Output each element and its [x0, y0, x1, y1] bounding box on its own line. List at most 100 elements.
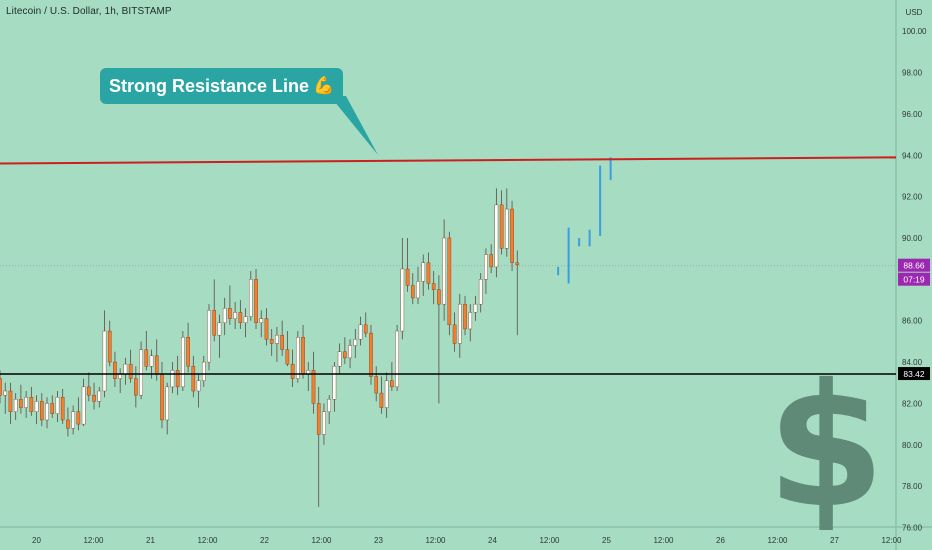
candle-body[interactable]: [45, 403, 49, 421]
candle-body[interactable]: [228, 308, 232, 319]
candle-body[interactable]: [290, 363, 295, 379]
candle-body[interactable]: [149, 355, 154, 367]
candle-body[interactable]: [92, 394, 96, 402]
candle-body[interactable]: [494, 204, 499, 268]
candle-body[interactable]: [118, 374, 122, 379]
candle-body[interactable]: [316, 403, 321, 435]
candle-body[interactable]: [238, 312, 243, 323]
candle-body[interactable]: [123, 363, 128, 375]
candle-body[interactable]: [107, 330, 112, 363]
candle-body[interactable]: [13, 399, 18, 412]
candle-body[interactable]: [463, 303, 467, 330]
candle-body[interactable]: [447, 237, 452, 326]
candle-body[interactable]: [269, 339, 274, 344]
candle-body[interactable]: [71, 411, 75, 429]
candle-body[interactable]: [431, 283, 436, 290]
candle-body[interactable]: [102, 330, 107, 392]
candle-body[interactable]: [186, 337, 190, 367]
candle-body[interactable]: [473, 303, 478, 313]
candle-body[interactable]: [499, 204, 504, 249]
candle-body[interactable]: [40, 401, 44, 421]
candle-body[interactable]: [296, 337, 300, 379]
candle-body[interactable]: [442, 237, 446, 305]
candle-body[interactable]: [154, 355, 159, 375]
candle-body[interactable]: [175, 370, 180, 388]
resistance-line[interactable]: [0, 156, 897, 165]
candle-body[interactable]: [421, 262, 426, 282]
candle-body[interactable]: [34, 401, 39, 412]
candle-body[interactable]: [196, 380, 201, 392]
candle-body[interactable]: [390, 380, 394, 388]
candle-body[interactable]: [405, 268, 410, 286]
candle-body[interactable]: [128, 363, 133, 379]
candle-body[interactable]: [311, 370, 316, 404]
candle-body[interactable]: [416, 281, 420, 299]
candle-body[interactable]: [87, 386, 91, 396]
candle-body[interactable]: [76, 411, 81, 425]
candle-body[interactable]: [160, 374, 164, 421]
candle-body[interactable]: [363, 324, 368, 334]
candle-body[interactable]: [8, 390, 13, 412]
candle-body[interactable]: [452, 324, 457, 344]
candle-body[interactable]: [3, 390, 8, 396]
candle-body[interactable]: [327, 399, 331, 412]
candle-body[interactable]: [426, 262, 431, 284]
candle-body[interactable]: [322, 411, 326, 435]
candle-body[interactable]: [484, 254, 488, 280]
candle-body[interactable]: [170, 370, 175, 388]
candle-body[interactable]: [24, 397, 28, 408]
candle-body[interactable]: [217, 322, 222, 336]
candle-body[interactable]: [233, 312, 237, 319]
candle-body[interactable]: [81, 386, 86, 425]
candle-body[interactable]: [458, 303, 462, 344]
candle-body[interactable]: [139, 349, 143, 396]
candle-body[interactable]: [181, 337, 185, 388]
candle-body[interactable]: [201, 361, 206, 381]
candle-body[interactable]: [379, 392, 384, 408]
candle-body[interactable]: [369, 332, 373, 377]
candle-body[interactable]: [254, 279, 258, 323]
candle-body[interactable]: [478, 279, 483, 305]
candle-body[interactable]: [285, 349, 290, 365]
candle-body[interactable]: [343, 351, 347, 359]
candle-body[interactable]: [259, 318, 264, 323]
candle-body[interactable]: [384, 380, 389, 408]
candle-body[interactable]: [515, 262, 520, 266]
candle-body[interactable]: [207, 310, 211, 363]
candle-body[interactable]: [55, 397, 60, 414]
candle-body[interactable]: [337, 351, 342, 367]
candle-body[interactable]: [437, 289, 441, 305]
candle-body[interactable]: [144, 349, 149, 367]
candle-body[interactable]: [468, 312, 473, 330]
candle-body[interactable]: [301, 337, 305, 375]
candle-body[interactable]: [505, 208, 509, 249]
candle-body[interactable]: [275, 334, 279, 344]
candle-body[interactable]: [97, 390, 102, 402]
candle-body[interactable]: [280, 334, 284, 350]
candle-body[interactable]: [222, 308, 227, 323]
candle-body[interactable]: [395, 330, 399, 388]
candle-body[interactable]: [358, 324, 363, 340]
candle-body[interactable]: [510, 208, 514, 263]
candle-body[interactable]: [212, 310, 217, 336]
candle-body[interactable]: [191, 365, 196, 392]
candle-body[interactable]: [165, 386, 170, 421]
candle-body[interactable]: [264, 318, 269, 340]
candle-body[interactable]: [50, 403, 55, 414]
candle-body[interactable]: [60, 397, 65, 421]
candle-body[interactable]: [353, 339, 358, 346]
candle-body[interactable]: [489, 254, 493, 268]
candle-body[interactable]: [113, 361, 117, 379]
candle-body[interactable]: [410, 285, 415, 299]
candle-body[interactable]: [134, 378, 138, 396]
candle-body[interactable]: [19, 399, 23, 408]
candle-body[interactable]: [248, 279, 253, 317]
candle-body[interactable]: [0, 378, 2, 396]
candle-body[interactable]: [348, 345, 352, 359]
candle-body[interactable]: [400, 268, 405, 332]
candle-body[interactable]: [374, 376, 379, 394]
candle-body[interactable]: [29, 397, 34, 412]
candle-body[interactable]: [243, 316, 248, 323]
candle-body[interactable]: [66, 419, 70, 429]
